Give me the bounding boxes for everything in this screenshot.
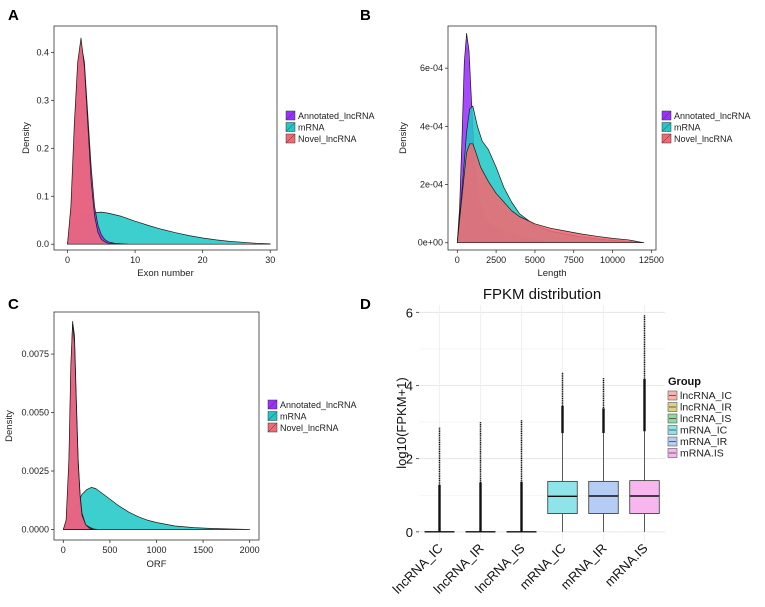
legend-label-annotated_lncrna: Annotated_lncRNA	[280, 400, 357, 410]
y-tick-label: 0.0000	[21, 524, 49, 534]
x-tick-label: 7500	[564, 255, 584, 265]
y-axis-label: Density	[398, 122, 409, 154]
series-group	[67, 37, 271, 245]
y-tick-label: 6	[406, 305, 413, 320]
legend-label-novel_lncrna: Novel_lncRNA	[280, 423, 339, 433]
x-tick-label: 30	[265, 255, 275, 265]
y-axis-label: log10(FPKM+1)	[394, 377, 409, 468]
y-tick-label: 2	[406, 452, 413, 467]
x-tick-label: 10	[130, 255, 140, 265]
legend-key-diagonal	[285, 133, 296, 144]
legend-key-diagonal	[285, 110, 296, 121]
y-tick-label: 2e-04	[420, 180, 443, 190]
series-group	[62, 321, 251, 530]
y-tick-label: 0.4	[36, 47, 49, 57]
panel-label-a: A	[8, 7, 19, 24]
x-axis-label: Length	[537, 268, 566, 279]
panel-c-chart: 0.0000 0.0025 0.0050 0.0075 0 500 1000 1500 2000…	[4, 311, 357, 570]
x-tick-label: 1000	[146, 545, 166, 555]
x-tick-label: 1500	[193, 545, 213, 555]
panel-label-d: D	[360, 296, 371, 313]
density-area-novel_lncrna	[456, 143, 644, 244]
legend-label-mrna: mRNA	[280, 412, 307, 422]
panel-b-chart: 0e+00 2e-04 4e-04 6e-04 0 2500 5000 7500 10000 12…	[398, 25, 751, 279]
legend-key-diagonal	[267, 399, 278, 410]
y-tick-label: 0.2	[36, 143, 49, 153]
legend-label-mrna_ir: mRNA_IR	[680, 436, 728, 448]
x-tick-label: 5000	[525, 255, 545, 265]
legend-label-annotated_lncrna: Annotated_lncRNA	[674, 111, 751, 121]
y-axis-label: Density	[21, 122, 32, 154]
legend-key-diagonal	[267, 411, 278, 421]
x-tick-label: 0	[65, 255, 70, 265]
plot-area	[419, 305, 665, 541]
panel-label-b: B	[360, 7, 371, 24]
panel-label-c: C	[8, 296, 19, 313]
y-tick-label: 0.3	[36, 95, 49, 105]
y-tick-label: 0.0	[36, 239, 49, 249]
legend-label-mrna_ic: mRNA_IC	[680, 425, 728, 437]
y-tick-label: 4e-04	[420, 121, 443, 131]
legend-key-diagonal	[285, 122, 296, 132]
x-tick-label: 2500	[486, 255, 506, 265]
box-lncrna_ic	[424, 427, 455, 533]
density-area-novel_lncrna	[62, 323, 94, 530]
legend-label-lncrna_ic: lncRNA_IC	[680, 390, 732, 402]
legend-key-diagonal	[661, 133, 672, 144]
x-tick-label: 2000	[240, 545, 260, 555]
y-tick-label: 0e+00	[418, 238, 443, 248]
y-tick-label: 0.0050	[21, 408, 49, 418]
x-tick-label: 20	[198, 255, 208, 265]
legend-label-lncrna_ir: lncRNA_IR	[680, 402, 732, 414]
box-body	[547, 480, 578, 514]
y-tick-label: 0.0025	[21, 466, 49, 476]
box-mrna_ic	[547, 372, 578, 532]
box-mrna_is	[629, 315, 660, 532]
legend-key-diagonal	[661, 110, 672, 121]
legend-label-mrna.is: mRNA.IS	[680, 448, 724, 460]
y-axis-label: Density	[4, 410, 15, 442]
box-lncrna_is	[506, 420, 537, 533]
x-tick-label: 0	[455, 255, 460, 265]
x-tick-label: 0	[61, 545, 66, 555]
panel-a-chart: 0.0 0.1 0.2 0.3 0.4 0 10 20 30 Exon number Density…	[21, 25, 375, 279]
legend-label-mrna: mRNA	[674, 123, 701, 133]
x-tick-label: mRNA.IS	[602, 540, 651, 589]
density-area-novel_lncrna	[67, 37, 122, 245]
x-tick-label: 10000	[600, 255, 625, 265]
x-tick-label: 500	[102, 545, 117, 555]
x-tick-label: 12500	[639, 255, 664, 265]
x-axis-label: ORF	[146, 559, 166, 570]
x-axis-label: Exon number	[137, 268, 194, 279]
legend-label-novel_lncrna: Novel_lncRNA	[298, 134, 357, 144]
chart-title: FPKM distribution	[483, 286, 601, 303]
legend-label-mrna: mRNA	[298, 123, 325, 133]
box-mrna_ir	[588, 378, 619, 532]
legend-label-annotated_lncrna: Annotated_lncRNA	[298, 111, 375, 121]
y-tick-label: 0	[406, 525, 413, 540]
y-tick-label: 6e-04	[420, 63, 443, 73]
y-tick-label: 0.0075	[21, 349, 49, 359]
legend-title: Group	[668, 376, 701, 388]
box-body	[629, 480, 660, 514]
y-tick-label: 4	[406, 378, 413, 393]
box-lncrna_ir	[465, 422, 496, 533]
box-body	[588, 480, 619, 514]
series-group	[456, 32, 644, 244]
y-tick-label: 0.1	[36, 191, 49, 201]
panel-d-chart: FPKM distribution 0 2 4 6 log10(FPKM+1) lncRNA…	[390, 286, 733, 597]
legend-label-novel_lncrna: Novel_lncRNA	[674, 134, 733, 144]
legend-label-lncrna_is: lncRNA_IS	[680, 413, 731, 425]
legend-key-diagonal	[661, 122, 672, 132]
legend-key-diagonal	[267, 422, 278, 433]
